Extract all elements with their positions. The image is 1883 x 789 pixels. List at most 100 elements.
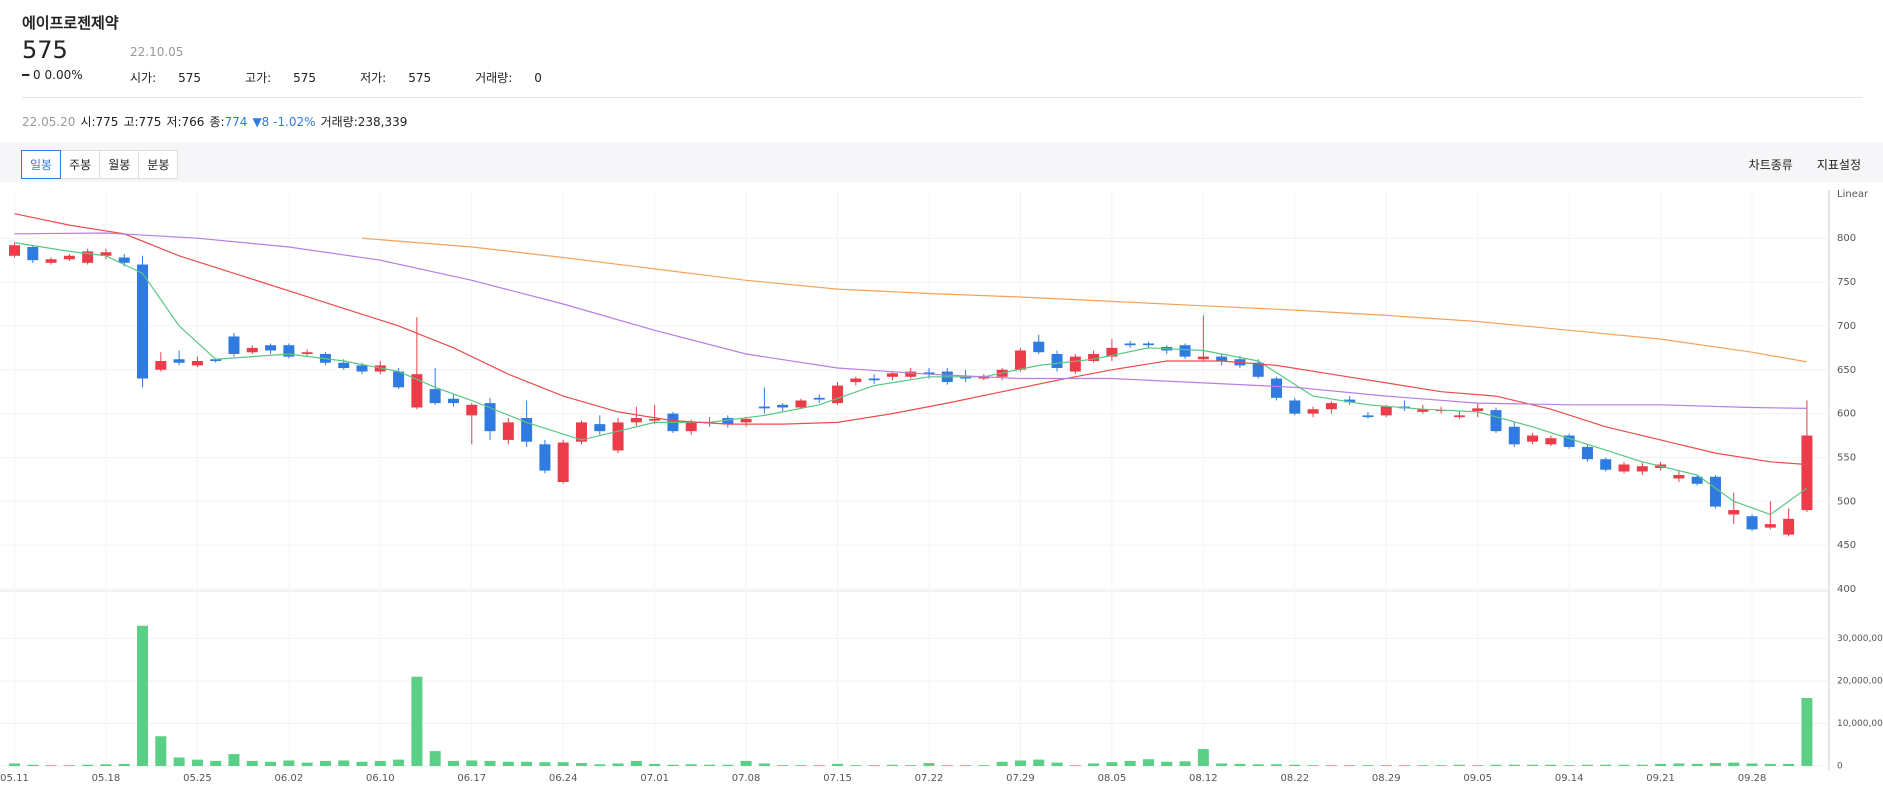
settings-button[interactable]: 차트종류	[1748, 158, 1793, 172]
candle-body	[447, 398, 459, 404]
info-value: 774	[224, 115, 248, 129]
candle-body	[850, 378, 862, 383]
info-value: 775	[95, 115, 119, 129]
volume-bar	[868, 765, 880, 766]
x-tick-label: 06.10	[366, 773, 395, 784]
volume-bar	[1600, 764, 1612, 766]
quote-label: 저가:	[360, 71, 387, 85]
candle-body	[100, 252, 112, 256]
candle-body	[1508, 426, 1520, 445]
quote-item: 고가: 575	[245, 71, 338, 85]
candle-body	[137, 264, 149, 379]
candle-body	[1179, 345, 1191, 357]
volume-bar	[704, 764, 716, 766]
volume-bar	[1234, 763, 1246, 766]
candle-body	[118, 257, 130, 263]
x-tick-label: 08.29	[1372, 773, 1401, 784]
candle-body	[1563, 435, 1575, 447]
period-tabs: 일봉 주봉 월봉 분봉	[21, 150, 179, 179]
candle-body	[1069, 356, 1081, 372]
period-tab[interactable]: 일봉	[21, 150, 62, 179]
y-tick-label: 550	[1837, 452, 1856, 463]
volume-bar	[758, 763, 770, 766]
candle-body	[1581, 446, 1593, 460]
candle-body	[758, 406, 770, 409]
volume-bar	[1417, 765, 1429, 766]
volume-bar	[45, 765, 57, 766]
x-tick-label: 08.22	[1280, 773, 1309, 784]
y-tick-label: 500	[1837, 496, 1856, 507]
volume-bar	[1435, 765, 1447, 766]
volume-bar	[9, 763, 20, 766]
candle-body	[1545, 438, 1557, 445]
moving-average-line	[14, 242, 1808, 516]
y-tick-label: 400	[1837, 584, 1856, 595]
candle-body	[155, 361, 167, 370]
period-tab[interactable]: 월봉	[99, 150, 140, 179]
volume-bar	[502, 761, 514, 766]
volume-bar	[429, 751, 441, 766]
candle-body	[502, 422, 514, 440]
volume-bar	[63, 765, 75, 766]
x-tick-label: 08.05	[1098, 773, 1127, 784]
candle-body	[63, 255, 75, 260]
candle-body	[868, 378, 880, 381]
volume-bar	[283, 760, 295, 766]
chart: Linear 400 450 500 550 600 650 700 750 800 0 10,000…	[0, 189, 1883, 784]
candle-body	[1252, 362, 1264, 377]
quote-line: 시가: 575 고가: 575 저가: 575 거래량: 0	[130, 69, 586, 86]
x-tick-label: 06.02	[275, 773, 304, 784]
x-tick-label: 06.17	[457, 773, 486, 784]
candle-body	[777, 404, 789, 408]
candle-body	[338, 362, 350, 369]
candle-body	[466, 404, 478, 416]
candle-body	[1380, 406, 1392, 416]
info-value: 775	[138, 115, 162, 129]
candle-body	[813, 397, 825, 400]
candle-info: 22.05.20 시:775 고:775 저:766 종:774 ▼8 -1.02% 거래량…	[22, 113, 412, 130]
y-tick-label: 600	[1837, 409, 1856, 420]
quote-item: 거래량: 0	[475, 71, 564, 85]
volume-bar	[1362, 765, 1374, 766]
candle-body	[832, 385, 844, 404]
volume-bar	[191, 759, 203, 766]
volume-bar	[795, 765, 807, 766]
candle-body	[1197, 356, 1209, 360]
volume-bar	[1490, 764, 1502, 766]
volume-bar	[1252, 764, 1264, 766]
candle-body	[1307, 409, 1319, 414]
volume-bar	[813, 765, 825, 766]
toolbar	[0, 142, 1883, 182]
x-tick-label: 07.01	[640, 773, 669, 784]
volume-bar	[1472, 765, 1484, 766]
volume-bar	[411, 676, 423, 766]
volume-bar	[1709, 763, 1721, 766]
volume-bar	[27, 764, 39, 766]
candle-body	[923, 372, 935, 375]
volume-bar	[1453, 764, 1465, 766]
period-tab[interactable]: 주봉	[60, 150, 101, 179]
moving-average-line	[14, 232, 1807, 409]
candle-body	[1142, 343, 1154, 346]
info-label: 저:	[166, 115, 182, 129]
volume-bar	[1271, 764, 1283, 766]
volume-bar	[1783, 763, 1795, 766]
volume-bar	[996, 761, 1008, 766]
period-tab[interactable]: 분봉	[138, 150, 179, 179]
volume-bar	[1124, 760, 1136, 766]
quote-value: 0	[534, 71, 542, 85]
volume-bar	[1380, 765, 1392, 766]
scale-label: Linear	[1837, 189, 1869, 200]
volume-bar	[210, 760, 222, 766]
candle-body	[1801, 435, 1813, 511]
volume-bar	[137, 625, 149, 766]
volume-bar	[1764, 763, 1776, 766]
volume-bar	[1581, 764, 1593, 766]
candle-body	[960, 376, 972, 379]
settings-button[interactable]: 지표설정	[1816, 158, 1861, 172]
info-volume-label: 거래량:	[320, 115, 358, 129]
x-tick-label: 09.21	[1646, 773, 1675, 784]
volume-bar	[777, 765, 789, 766]
volume-bar	[1216, 763, 1228, 766]
candle-body	[1490, 410, 1502, 432]
